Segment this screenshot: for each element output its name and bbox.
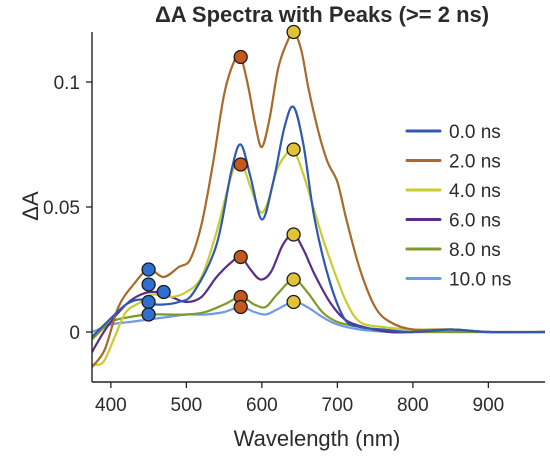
x-axis-label: Wavelength (nm) (234, 426, 401, 451)
legend-label-0: 0.0 ns (449, 122, 501, 143)
x-tick-label-900: 900 (473, 395, 505, 416)
x-tick-label-500: 500 (171, 395, 203, 416)
peak-marker-s5-0 (233, 299, 248, 315)
peak-marker-s5-1 (286, 294, 301, 310)
legend-label-2: 4.0 ns (449, 181, 501, 202)
peak-marker-s3-3 (286, 227, 301, 242)
legend-label-1: 2.0 ns (449, 152, 501, 173)
y-tick-label-0: 0 (69, 323, 80, 344)
peak-marker-s1-1 (233, 49, 248, 65)
peak-marker-s3-0 (141, 277, 156, 292)
axis-ticks: 400 500 600 700 800 900 0 0.05 0.1 (43, 73, 504, 416)
peak-marker-s1-2 (286, 24, 301, 40)
peak-marker-s1-0 (141, 262, 156, 277)
legend: 0.0 ns 2.0 ns 4.0 ns 6.0 ns 8.0 ns 10.0 ns (405, 122, 511, 291)
peak-marker-s2-1 (233, 157, 248, 172)
y-tick-label-0.05: 0.05 (43, 198, 80, 219)
x-tick-label-800: 800 (397, 395, 429, 416)
series-line-0-0-ns (92, 105, 545, 339)
series-line-2-0-ns (92, 30, 545, 369)
peak-marker-s4-2 (286, 272, 301, 287)
x-tick-label-400: 400 (95, 395, 127, 416)
peak-marker-s4-0 (141, 307, 156, 322)
peak-marker-s2-2 (286, 142, 301, 157)
peak-marker-s3-2 (233, 249, 248, 265)
legend-label-3: 6.0 ns (449, 211, 501, 232)
legend-label-4: 8.0 ns (449, 240, 501, 261)
chart-title: ΔA Spectra with Peaks (>= 2 ns) (155, 2, 489, 27)
y-tick-label-0.1: 0.1 (54, 73, 80, 94)
y-axis-label: ΔA (18, 191, 43, 221)
peak-markers (141, 24, 301, 322)
peak-marker-s3-1 (156, 284, 171, 300)
legend-label-5: 10.0 ns (449, 270, 511, 291)
peak-marker-s2-0 (141, 294, 156, 310)
x-tick-label-600: 600 (246, 395, 278, 416)
x-tick-label-700: 700 (322, 395, 354, 416)
plot-area (92, 24, 545, 369)
